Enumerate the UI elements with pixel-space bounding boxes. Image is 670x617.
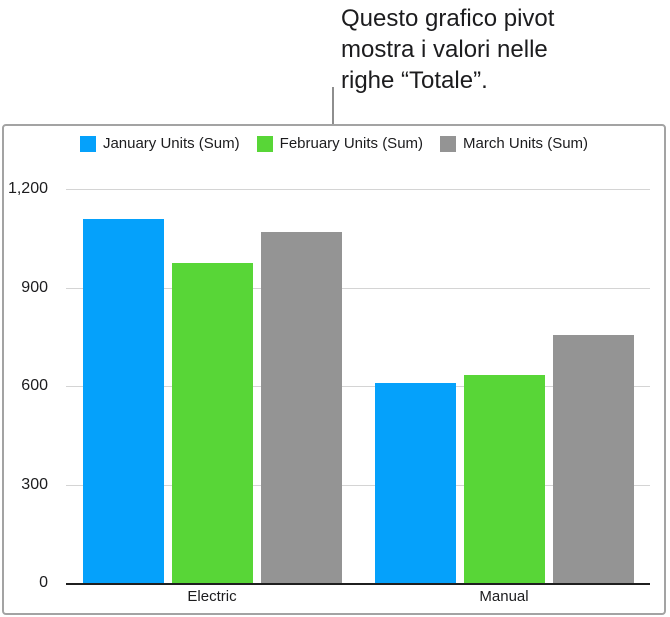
y-axis-labels: 0 300 600 900 1,200 bbox=[4, 180, 48, 591]
bar-january-manual[interactable] bbox=[374, 383, 456, 583]
bar-february-manual[interactable] bbox=[463, 375, 545, 583]
y-tick-label-600: 600 bbox=[21, 377, 48, 394]
bar-group-electric bbox=[66, 189, 358, 583]
bar-march-electric[interactable] bbox=[260, 232, 342, 583]
y-tick-label-300: 300 bbox=[21, 475, 48, 493]
legend-label-february: February Units (Sum) bbox=[279, 135, 424, 152]
legend-label-january: January Units (Sum) bbox=[102, 135, 240, 152]
gridline-600 bbox=[66, 386, 650, 387]
plot-area bbox=[66, 189, 650, 585]
gridline-1200 bbox=[66, 189, 650, 190]
legend-item-march[interactable]: March Units (Sum) bbox=[440, 135, 588, 152]
x-axis-label-manual: Manual bbox=[479, 588, 529, 605]
callout-text-line-1: Questo grafico pivot bbox=[341, 5, 555, 32]
callout-connector-line bbox=[332, 87, 334, 125]
legend-swatch-february bbox=[256, 135, 273, 152]
callout-text-line-2: mostra i valori nelle bbox=[341, 36, 548, 63]
y-tick-label-1200: 1,200 bbox=[7, 180, 48, 197]
legend-swatch-january bbox=[79, 135, 96, 152]
y-tick-label-0: 0 bbox=[39, 574, 48, 591]
legend-item-february[interactable]: February Units (Sum) bbox=[256, 135, 424, 152]
callout-text-line-3: righe “Totale”. bbox=[341, 67, 488, 94]
gridline-300 bbox=[66, 484, 650, 486]
bar-group-manual bbox=[358, 189, 650, 583]
y-tick-label-900: 900 bbox=[21, 278, 48, 296]
gridline-900 bbox=[66, 287, 650, 289]
legend-item-january[interactable]: January Units (Sum) bbox=[79, 135, 240, 152]
pivot-chart-panel[interactable]: January Units (Sum) February Units (Sum)… bbox=[2, 124, 666, 615]
bar-march-manual[interactable] bbox=[552, 335, 634, 583]
bar-february-electric[interactable] bbox=[171, 263, 253, 583]
bar-january-electric[interactable] bbox=[82, 219, 164, 583]
callout-annotation: Questo grafico pivot mostra i valori nel… bbox=[341, 3, 554, 96]
chart-legend: January Units (Sum) February Units (Sum)… bbox=[4, 135, 664, 152]
x-axis-line bbox=[66, 583, 650, 585]
legend-label-march: March Units (Sum) bbox=[463, 135, 589, 152]
x-axis-label-electric: Electric bbox=[187, 588, 237, 605]
legend-swatch-march bbox=[440, 135, 457, 152]
